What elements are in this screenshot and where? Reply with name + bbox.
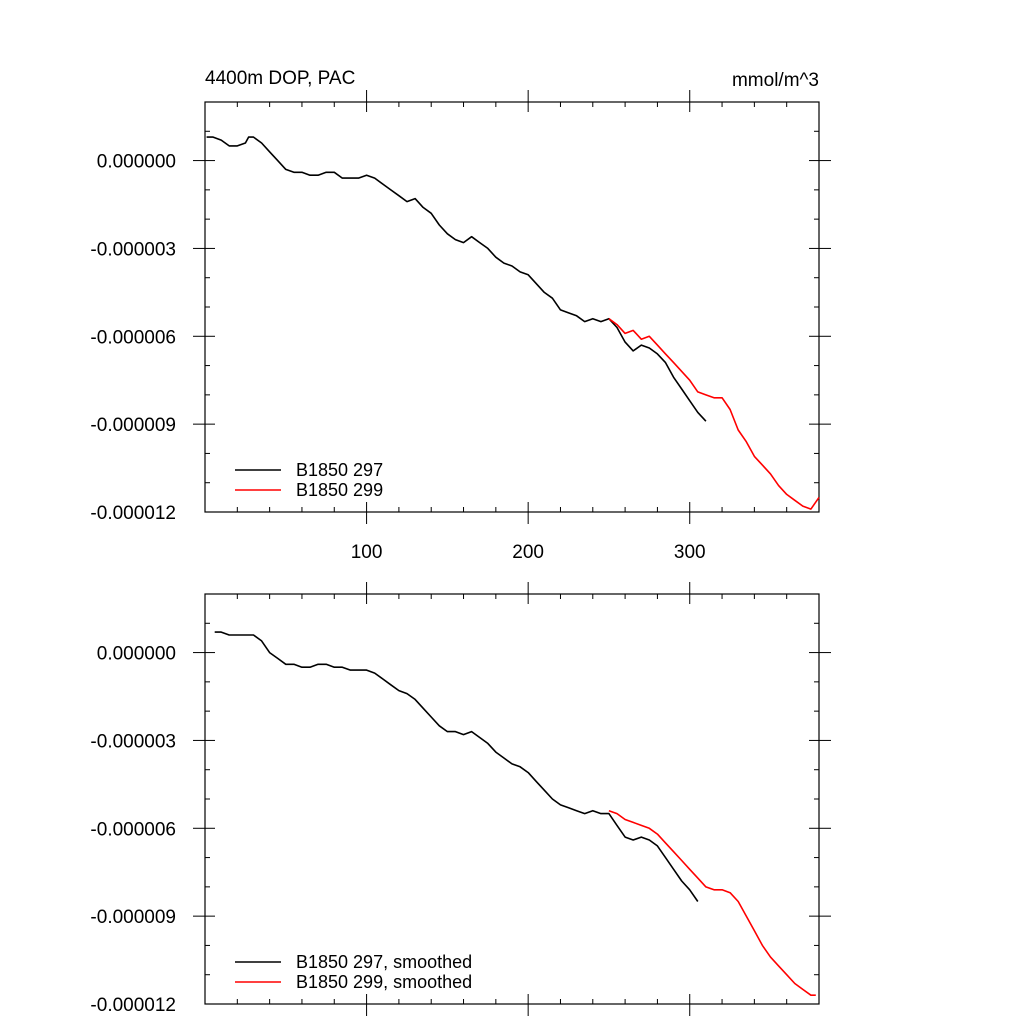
y-tick-label: -0.000009 bbox=[90, 415, 176, 436]
x-tick-label: 200 bbox=[512, 542, 544, 563]
y-tick-label: -0.000009 bbox=[90, 907, 176, 928]
x-tick-label: 300 bbox=[674, 542, 706, 563]
legend-label: B1850 299 bbox=[296, 480, 383, 500]
units-label: mmol/m^3 bbox=[732, 70, 819, 91]
series-line bbox=[214, 631, 699, 902]
legend-label: B1850 297 bbox=[296, 460, 383, 480]
y-tick-label: 0.000000 bbox=[97, 152, 176, 173]
chart-title: 4400m DOP, PAC bbox=[205, 68, 355, 89]
legend-label: B1850 299, smoothed bbox=[296, 972, 472, 992]
y-tick-label: 0.000000 bbox=[97, 644, 176, 665]
y-tick-label: -0.000003 bbox=[90, 239, 176, 260]
y-tick-label: -0.000012 bbox=[90, 995, 176, 1016]
y-tick-label: -0.000012 bbox=[90, 503, 176, 524]
plot-frame bbox=[204, 593, 820, 1005]
legend-label: B1850 297, smoothed bbox=[296, 952, 472, 972]
top-panel: 4400m DOP, PAC mmol/m^3 100 200 300 0.0000… bbox=[90, 68, 831, 563]
x-tick-label: 100 bbox=[351, 542, 383, 563]
series-line bbox=[206, 136, 707, 422]
y-tick-label: -0.000006 bbox=[90, 327, 176, 348]
bottom-panel: 0.000000 -0.000003 -0.000006 -0.000009 -0.00… bbox=[90, 582, 831, 1016]
plot-frame bbox=[204, 101, 820, 513]
y-tick-label: -0.000006 bbox=[90, 819, 176, 840]
series-line bbox=[608, 318, 820, 510]
series-line bbox=[608, 809, 816, 997]
y-tick-label: -0.000003 bbox=[90, 731, 176, 752]
